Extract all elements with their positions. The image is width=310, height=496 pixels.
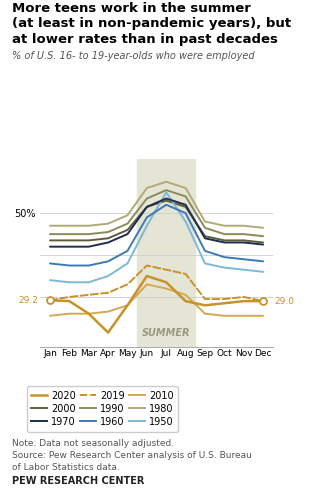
Legend: 2020, 2000, 1970, 2019, 1990, 1960, 2010, 1980, 1950: 2020, 2000, 1970, 2019, 1990, 1960, 2010… bbox=[27, 386, 178, 432]
Bar bbox=[137, 159, 195, 347]
Text: SUMMER: SUMMER bbox=[142, 327, 190, 338]
Text: 29.0: 29.0 bbox=[275, 297, 295, 306]
Text: PEW RESEARCH CENTER: PEW RESEARCH CENTER bbox=[12, 476, 145, 486]
Text: Note: Data not seasonally adjusted.
Source: Pew Research Center analysis of U.S.: Note: Data not seasonally adjusted. Sour… bbox=[12, 439, 252, 472]
Text: More teens work in the summer: More teens work in the summer bbox=[12, 2, 251, 15]
Text: 29.2: 29.2 bbox=[19, 296, 38, 305]
Text: % of U.S. 16- to 19-year-olds who were employed: % of U.S. 16- to 19-year-olds who were e… bbox=[12, 51, 255, 61]
Text: (at least in non-pandemic years), but: (at least in non-pandemic years), but bbox=[12, 17, 291, 30]
Text: at lower rates than in past decades: at lower rates than in past decades bbox=[12, 33, 278, 46]
